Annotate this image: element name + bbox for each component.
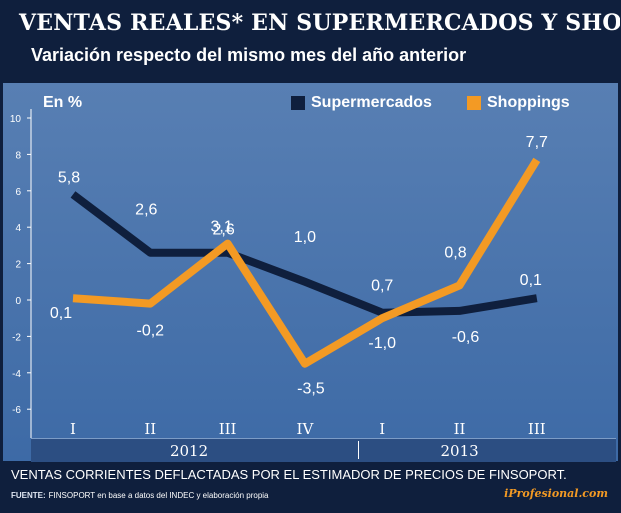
data-label-shoppings: -1,0 bbox=[368, 335, 396, 352]
data-label-shoppings: 0,1 bbox=[50, 305, 72, 322]
y-tick-label: 6 bbox=[15, 187, 21, 198]
source-text: FINSOPORT en base a datos del INDEC y el… bbox=[48, 491, 269, 500]
data-label-shoppings: -0,2 bbox=[137, 323, 165, 340]
x-tick-label: II bbox=[454, 420, 466, 438]
data-label-shoppings: -3,5 bbox=[297, 381, 325, 398]
legend-item-shoppings: Shoppings bbox=[467, 94, 570, 112]
year-divider bbox=[358, 441, 359, 459]
data-label-shoppings: 3,1 bbox=[210, 219, 232, 236]
legend-label-supermercados: Supermercados bbox=[311, 94, 432, 111]
x-tick-label: III bbox=[528, 420, 546, 438]
legend-item-supermercados: Supermercados bbox=[291, 94, 432, 112]
year-label-2012: 2012 bbox=[169, 442, 209, 460]
y-tick-label: 10 bbox=[10, 114, 22, 125]
data-label-supermercados: 0,7 bbox=[371, 278, 393, 295]
chart-subtitle: Variación respecto del mismo mes del año… bbox=[31, 45, 467, 65]
x-tick-label: I bbox=[70, 420, 76, 438]
legend-label-shoppings: Shoppings bbox=[487, 94, 570, 111]
y-tick-label: -4 bbox=[12, 369, 21, 380]
plot-panel bbox=[3, 83, 618, 461]
y-tick-label: 0 bbox=[15, 296, 21, 307]
data-label-supermercados: -0,6 bbox=[452, 329, 480, 346]
data-label-shoppings: 0,8 bbox=[444, 244, 466, 261]
y-tick-label: 8 bbox=[15, 150, 21, 161]
source-line: FUENTE: FINSOPORT en base a datos del IND… bbox=[11, 491, 269, 500]
series-line-supermercados bbox=[70, 191, 538, 317]
data-label-supermercados: 5,8 bbox=[58, 169, 80, 186]
y-tick-label: 2 bbox=[15, 260, 21, 271]
brand-logo: iProfesional.com bbox=[504, 487, 608, 500]
x-tick-label: II bbox=[144, 420, 156, 438]
year-label-2013: 2013 bbox=[440, 442, 479, 460]
footer-note: VENTAS CORRIENTES DEFLACTADAS POR EL EST… bbox=[11, 467, 567, 482]
data-label-supermercados: 1,0 bbox=[294, 229, 316, 246]
data-label-supermercados: 0,1 bbox=[520, 272, 542, 289]
chart-title: VENTAS REALES* EN SUPERMERCADOS Y SHOPPI… bbox=[19, 10, 621, 36]
y-tick-label: -2 bbox=[12, 332, 21, 343]
source-label: FUENTE: bbox=[11, 491, 46, 500]
x-tick-label: III bbox=[219, 420, 237, 438]
year-band bbox=[31, 438, 616, 462]
y-tick-label: 4 bbox=[15, 223, 21, 234]
data-label-supermercados: 2,6 bbox=[135, 202, 157, 219]
legend-swatch-supermercados bbox=[291, 96, 305, 110]
x-tick-label: IV bbox=[297, 420, 315, 438]
legend-swatch-shoppings bbox=[467, 96, 481, 110]
x-tick-label: I bbox=[379, 420, 385, 438]
data-label-supermercados: 2,6 bbox=[212, 222, 234, 239]
y-unit-label: En % bbox=[43, 94, 83, 111]
data-label-shoppings: 7,7 bbox=[526, 134, 548, 151]
series-line-shoppings bbox=[72, 157, 541, 368]
y-tick-label: -6 bbox=[12, 405, 21, 416]
